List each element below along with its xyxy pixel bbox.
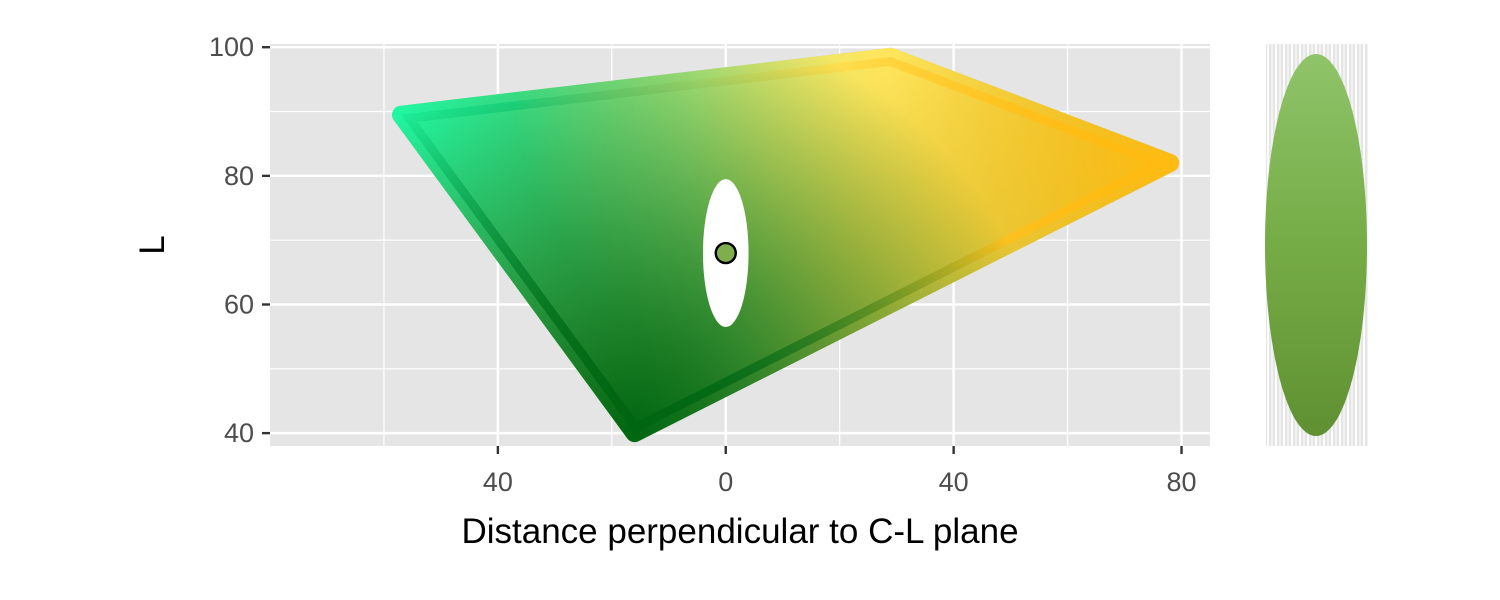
gamut-region [392,47,1180,443]
x-tick-label: 40 [939,467,969,497]
y-tick-label: 40 [224,418,254,448]
gamut-blend-layer [392,47,1180,443]
y-tick-label: 80 [224,161,254,191]
y-tick-label: 60 [224,289,254,319]
x-tick-label: 80 [1166,467,1196,497]
x-axis-ticks: 40 0 40 80 [483,446,1197,497]
side-panel-colour-strip [1265,54,1367,436]
x-axis-title: Distance perpendicular to C-L plane [461,512,1018,551]
data-point [714,241,737,265]
x-tick-label: 0 [718,467,733,497]
y-axis-title: L [133,235,172,254]
x-tick-label: 40 [483,467,513,497]
y-tick-label: 100 [209,32,254,62]
side-panel [1265,44,1368,446]
y-axis-ticks: 40 60 80 100 [209,32,270,448]
